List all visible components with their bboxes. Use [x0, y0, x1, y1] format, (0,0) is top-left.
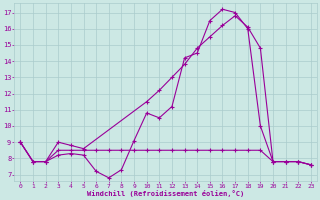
X-axis label: Windchill (Refroidissement éolien,°C): Windchill (Refroidissement éolien,°C): [87, 190, 244, 197]
